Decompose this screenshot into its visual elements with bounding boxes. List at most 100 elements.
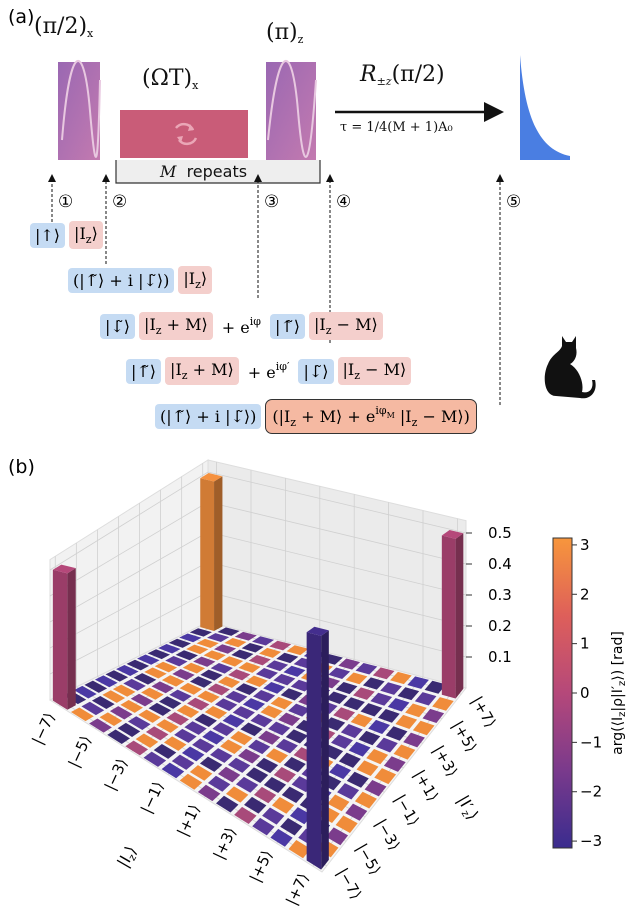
floor-tile [240,722,263,737]
floor-tile [187,697,210,711]
y-tick-label: |−7⟩ [333,865,365,903]
floor-tile [232,706,255,720]
math-part: |I [144,315,156,334]
math-part: z [354,369,361,382]
state-box: |↑̃⟩ [126,358,162,384]
floor-tile [346,771,369,788]
math-part: + M⟩ [161,315,208,334]
floor-tile [189,628,212,637]
floor-tile [141,687,164,700]
math-part: + M⟩ [187,360,234,379]
repeats-text: repeats [186,162,248,181]
floor-tile [355,662,378,675]
floor-tile [252,636,275,646]
floor-tile [275,738,298,754]
floor-tile [117,722,141,737]
bar-face [214,476,223,632]
floor-tile [248,655,271,666]
colorbar [552,537,573,849]
floor-tile [245,675,268,688]
floor-tile [374,768,397,785]
floor-tile [348,741,371,757]
math-part: (|I [272,406,291,426]
floor-tile [234,631,257,641]
pulse-wave [61,60,101,158]
grid-line [160,489,423,744]
floor-tile [175,650,198,661]
floor-tile [248,739,271,755]
floor-tile [283,757,306,773]
colorbar-tick-label: 1 [580,635,590,653]
grid-line [75,543,347,842]
floor-tile [352,687,375,700]
floor-tile [422,708,445,723]
floor-tile [364,779,387,797]
floor-tile [189,676,213,688]
bar-top [200,473,223,482]
floor-tile [268,721,291,736]
panel-label: (b) [8,456,35,478]
rotation-base: R [360,62,377,87]
floor-tile [260,705,283,719]
floor-tile [120,699,143,713]
floor-tile [207,775,231,792]
floor-tile [212,722,235,737]
bar-top [52,564,76,574]
floor-tile [244,796,267,814]
floor-tile [133,673,157,685]
floor-tile [234,806,257,824]
floor-tile [210,662,233,674]
floor-tile [220,656,244,667]
floor-tile [253,786,277,804]
floor-tile [327,794,350,812]
state-box: |Iz − M⟩ [337,357,412,385]
rotation-label: R±z(π/2) [360,62,445,88]
bar-face [67,568,76,710]
floor-tile [273,673,296,686]
floor-tile [91,696,115,709]
floor-tile [169,689,192,702]
z-tick-label: 0.4 [488,555,512,573]
floor-tile [395,714,418,729]
y-tick-label: |+1⟩ [410,767,442,805]
floor-tile [270,696,293,710]
floor-tile [345,803,368,821]
floor-tile [280,818,303,836]
floor-tile [270,828,293,847]
floor-tile [238,662,261,673]
math-part: − M⟩ [360,360,407,379]
grid-line [203,494,355,798]
floor-tile [192,738,215,753]
y-tick-label: |−1⟩ [391,791,423,829]
floor-tile [126,659,150,671]
math-part: z [195,278,201,291]
floor-tile [403,732,425,748]
x-tick-label: |−7⟩ [28,710,58,748]
rotation-arg: (π/2) [391,62,445,87]
floor-tile [217,766,241,783]
floor-tile [99,712,123,727]
z-tick-label: 0.3 [488,586,512,604]
label-part: ⟩) [rad] [610,631,626,681]
floor-tile [158,643,181,654]
floor-tile [137,654,160,665]
x-tick-label: |+1⟩ [173,802,203,840]
label-part: z [617,712,628,717]
floor-tile [372,667,395,680]
pulse-label: (π/2)x [34,14,93,40]
x-tick-label: |+3⟩ [210,824,240,862]
pulse-label-base: (π/2) [34,14,88,39]
state-box: |Iz⟩ [178,266,213,294]
floor-tile [325,691,348,705]
rotation-sub: ±z [376,75,392,88]
grid-line [97,529,366,818]
floor-tile [105,670,129,682]
floor-tile [393,744,416,760]
floor-tile [230,730,253,746]
floor-tile [266,660,289,672]
floor-tile [390,671,412,685]
floor-tile [138,709,161,723]
label-part: z [127,853,139,863]
state-row: (|↑̃⟩ + i |↓̃⟩) |Iz⟩ [68,265,213,295]
